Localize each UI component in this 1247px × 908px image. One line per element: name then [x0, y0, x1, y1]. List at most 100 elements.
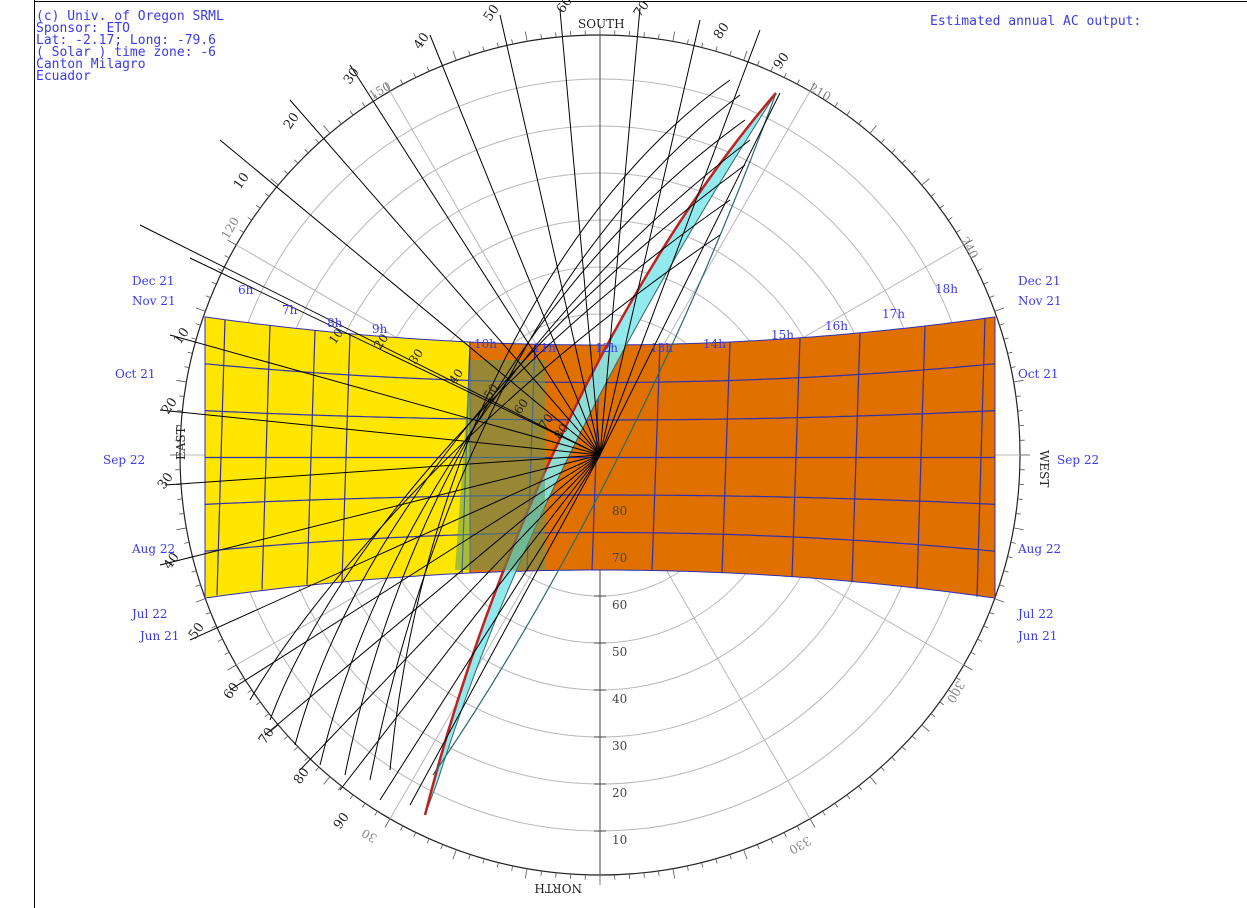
date-label-right: Aug 22	[1017, 542, 1061, 556]
tilt-label-lower: 90	[331, 810, 353, 832]
altitude-label: 60	[612, 598, 627, 612]
plane-outline	[423, 92, 777, 816]
date-label-left: Jun 21	[138, 629, 179, 643]
tilt-fan-line	[349, 64, 601, 456]
azimuth-tick	[1003, 337, 1009, 340]
azimuth-tick	[440, 844, 444, 850]
azimuth-tick	[191, 570, 197, 573]
azimuth-tick	[686, 39, 689, 45]
azimuth-tick	[452, 50, 457, 61]
hour-label: 12h	[595, 341, 618, 355]
azimuth-tick	[217, 638, 223, 642]
azimuth-tick	[901, 159, 906, 164]
azimuth-tick	[187, 351, 193, 354]
azimuth-tick	[400, 825, 404, 831]
azimuth-tick	[227, 239, 237, 246]
azimuth-tick	[930, 193, 936, 197]
date-label-right: Oct 21	[1018, 367, 1058, 381]
azimuth-tick	[211, 625, 217, 629]
azimuth-tick	[921, 178, 930, 186]
azimuth-tick	[743, 50, 748, 61]
hour-label: 9h	[372, 322, 388, 336]
frame-top-border	[34, 1, 1247, 2]
tilt-fan-line	[189, 257, 601, 456]
azimuth-tick	[323, 125, 331, 134]
azimuth-tick	[970, 651, 976, 655]
tilt-label-upper: 20	[281, 110, 303, 132]
tilt-fan-line	[169, 334, 601, 456]
azimuth-tick	[224, 651, 230, 655]
azimuth-tick	[756, 844, 760, 850]
azimuth-tick	[1013, 527, 1024, 531]
azimuth-tick	[482, 46, 485, 52]
azimuth-tick	[715, 46, 718, 52]
overlap-region	[455, 360, 545, 570]
azimuth-tick	[809, 82, 816, 92]
tilt-fan-line	[299, 454, 601, 771]
date-label-left: Oct 21	[115, 367, 155, 381]
azimuth-tick	[452, 849, 457, 860]
azimuth-tick	[384, 82, 391, 92]
info-line-country: Ecuador	[36, 69, 91, 84]
azimuth-tick	[977, 268, 983, 272]
azimuth-tick	[880, 766, 885, 772]
site-info-block: (c) Univ. of Oregon SRML Sponsor: ETO La…	[36, 10, 224, 84]
azimuth-tick	[822, 94, 826, 100]
azimuth-tick	[989, 295, 995, 299]
tilt-fan-line	[159, 409, 601, 456]
azimuth-tick	[643, 872, 645, 878]
collector-plane-overlay	[423, 92, 777, 816]
azimuth-tick	[555, 872, 557, 878]
hour-line	[651, 344, 661, 571]
azimuth-tick	[384, 818, 391, 828]
tilt-fan-line	[139, 224, 601, 456]
tilt-label-lower: 50	[186, 620, 208, 642]
azimuth-tick	[270, 178, 279, 186]
tilt-label-upper: 80	[711, 20, 733, 42]
azimuth-tick	[315, 138, 320, 144]
info-line-sponsor: Sponsor: ETO	[36, 21, 130, 36]
hour-label: 16h	[825, 319, 848, 333]
hour-line	[721, 341, 731, 574]
azimuth-tick	[796, 79, 800, 85]
azimuth-tick	[294, 746, 299, 751]
azimuth-tick	[426, 66, 430, 72]
azimuth-tick	[686, 865, 689, 871]
azimuth-tick	[834, 802, 838, 808]
azimuth-tick	[217, 268, 223, 272]
azimuth-tick	[809, 818, 816, 828]
azimuth-tick	[184, 541, 190, 544]
hour-line	[851, 332, 861, 583]
azimuth-tick	[658, 34, 660, 40]
azimuth-tick	[195, 323, 201, 326]
azimuth-tick	[179, 513, 185, 515]
azimuth-label: 210	[807, 80, 834, 104]
hour-label: 17h	[882, 307, 905, 321]
azimuth-tick	[195, 307, 206, 312]
azimuth-tick	[349, 794, 354, 800]
tilt-label-upper: 30	[341, 65, 363, 87]
info-line-site: Canton Milagro	[36, 57, 146, 72]
tilt-fan-lines	[139, 7, 781, 806]
azimuth-tick	[858, 785, 862, 791]
date-curve	[204, 494, 996, 505]
azimuth-tick	[729, 854, 732, 860]
azimuth-tick	[846, 794, 851, 800]
date-label-right: Nov 21	[1018, 294, 1062, 308]
azimuth-tick	[955, 229, 961, 233]
azimuth-tick	[304, 149, 309, 154]
azimuth-label: 330	[787, 833, 814, 857]
azimuth-tick	[939, 701, 945, 706]
azimuth-tick	[846, 110, 851, 116]
azimuth-tick	[701, 862, 704, 868]
azimuth-tick	[930, 713, 936, 717]
azimuth-tick	[783, 72, 787, 78]
date-label-left: Nov 21	[132, 294, 176, 308]
azimuth-tick	[400, 79, 404, 85]
tilt-label-lower: 20	[159, 395, 181, 417]
azimuth-tick	[362, 102, 366, 108]
azimuth-label: 120	[218, 215, 242, 242]
azimuth-tick	[999, 323, 1005, 326]
tilt-curve	[269, 199, 731, 721]
